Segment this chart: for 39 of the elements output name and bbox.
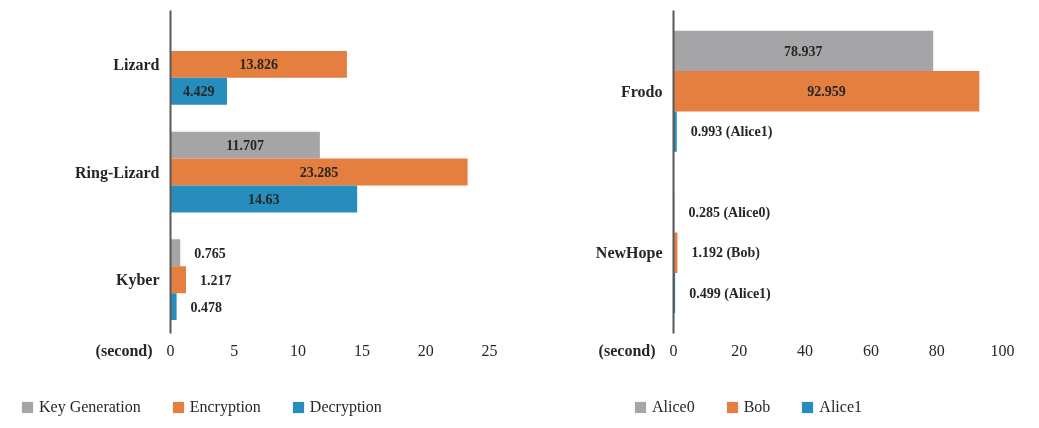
legend-label: Bob [743,398,771,416]
data-label: 0.993 (Alice1) [690,124,773,141]
data-label: 4.429 [183,84,215,100]
legend-label: Decryption [309,398,382,416]
data-label: 0.499 (Alice1) [689,285,772,302]
x-axis-title: (second) [598,341,656,360]
x-axis-title: (second) [95,341,153,360]
x-tick-label: 10 [290,341,307,359]
x-tick-label: 20 [731,341,748,359]
x-tick-label: 80 [928,341,945,359]
y-tick-label: NewHope [595,244,663,263]
y-tick-label: Frodo [621,82,663,100]
legend-label: Key Generation [39,398,141,416]
data-label: 0.478 [190,299,223,315]
x-tick-label: 40 [797,341,814,359]
data-label: 0.765 [194,245,226,261]
x-tick-label: 0 [166,341,175,359]
data-label: 1.192 (Bob) [691,245,761,262]
x-tick-label: 5 [230,341,239,359]
y-tick-label: Kyber [115,271,160,290]
data-label: 23.285 [299,165,339,180]
data-label: 92.959 [807,84,846,100]
data-label: 78.937 [784,43,823,59]
x-tick-label: 60 [862,341,879,359]
data-label: 11.707 [226,138,265,154]
x-tick-label: 0 [669,341,678,359]
legend-label: Encryption [189,398,261,416]
x-tick-label: 100 [990,341,1015,359]
x-tick-label: 20 [417,341,434,359]
data-label: 13.826 [239,57,278,73]
y-tick-label: Lizard [113,55,160,73]
x-tick-label: 15 [353,341,370,359]
legend-label: Alice1 [819,398,862,416]
x-tick-label: 25 [481,341,498,359]
data-label: 14.63 [248,191,280,207]
y-tick-label: Ring-Lizard [75,163,160,182]
legend-label: Alice0 [652,398,695,416]
data-label: 0.285 (Alice0) [688,204,771,221]
data-label: 1.217 [200,272,232,288]
